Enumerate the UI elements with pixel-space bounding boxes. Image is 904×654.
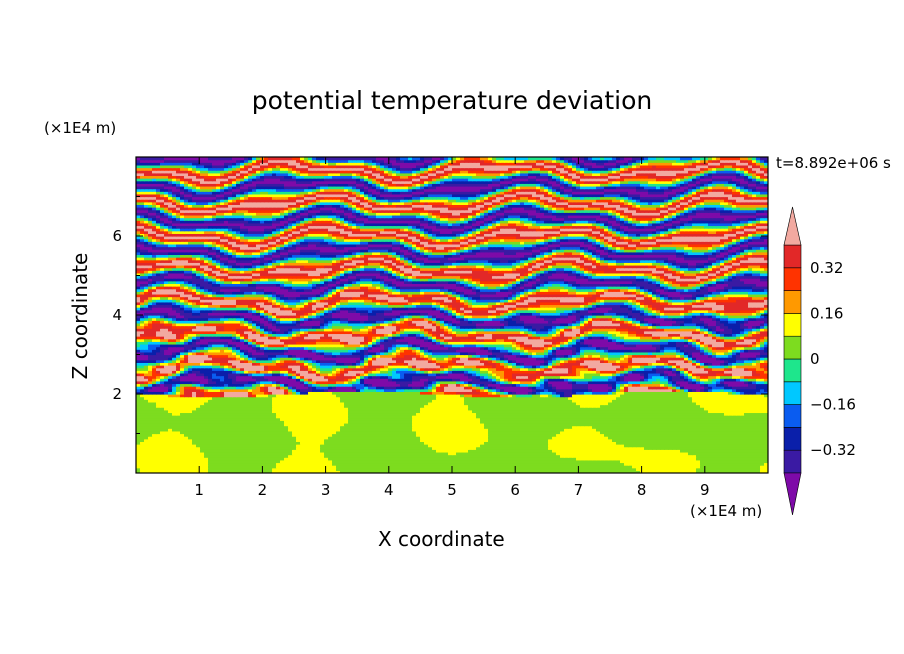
colorbar-segment xyxy=(783,267,802,291)
x-tick-label-6: 6 xyxy=(510,481,520,499)
colorbar-extend-min xyxy=(783,472,802,516)
colorbar-segment xyxy=(783,404,802,428)
colorbar-label: 0.32 xyxy=(810,259,843,277)
colorbar-label: 0.16 xyxy=(810,304,843,322)
time-label: t=8.892e+06 s xyxy=(776,154,891,172)
colorbar-segment xyxy=(783,427,802,451)
colorbar: 0.32 0.16 0 −0.16 −0.32 xyxy=(783,206,856,516)
y-tick-label-6: 6 xyxy=(112,227,122,245)
colorbar-segment xyxy=(783,358,802,383)
colorbar-extend-max xyxy=(783,206,802,246)
y-ticks: 2 4 6 xyxy=(112,196,768,434)
x-tick-label-2: 2 xyxy=(258,481,268,499)
z-unit-label: (×1E4 m) xyxy=(44,119,117,137)
colorbar-segment xyxy=(783,313,802,337)
colorbar-segment xyxy=(783,244,802,269)
y-tick-label-2: 2 xyxy=(112,385,122,403)
colorbar-segment xyxy=(783,290,802,314)
x-tick-label-8: 8 xyxy=(637,481,647,499)
chart-title: potential temperature deviation xyxy=(251,86,653,115)
colorbar-label: 0 xyxy=(810,350,820,368)
colorbar-label: −0.16 xyxy=(810,396,856,414)
x-unit-label: (×1E4 m) xyxy=(690,502,763,520)
x-ticks: 1 2 3 4 5 6 7 8 9 xyxy=(194,157,710,499)
colorbar-label: −0.32 xyxy=(810,441,856,459)
x-tick-label-5: 5 xyxy=(447,481,457,499)
x-tick-label-9: 9 xyxy=(700,481,710,499)
colorbar-segment xyxy=(783,449,802,474)
x-tick-label-7: 7 xyxy=(574,481,584,499)
x-tick-label-1: 1 xyxy=(194,481,204,499)
x-tick-label-3: 3 xyxy=(321,481,331,499)
x-tick-label-4: 4 xyxy=(384,481,394,499)
x-axis-label: X coordinate xyxy=(378,527,505,551)
contour-field xyxy=(136,157,768,473)
y-tick-label-4: 4 xyxy=(112,306,122,324)
colorbar-segment xyxy=(783,335,802,360)
colorbar-segment xyxy=(783,381,802,405)
